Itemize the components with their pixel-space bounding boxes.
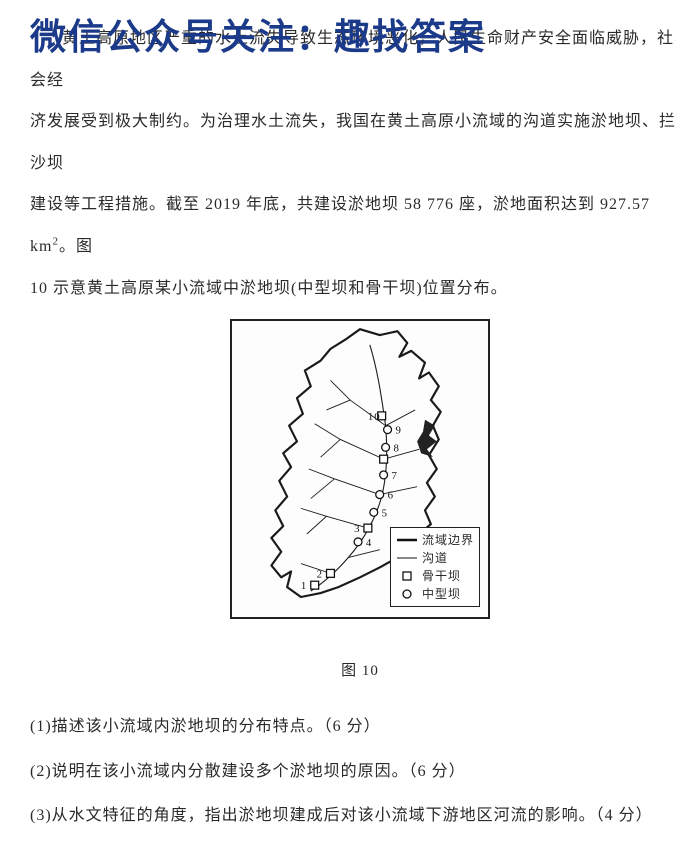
watermark-text: 微信公众号关注：趣找答案	[30, 8, 486, 60]
legend-medium: 中型坝	[396, 585, 474, 603]
legend-channel: 沟道	[396, 549, 474, 567]
legend-boundary: 流域边界	[396, 531, 474, 549]
question-3: (3)从水文特征的角度，指出淤地坝建成后对该小流域下游地区河流的影响。（4 分）	[30, 794, 690, 839]
legend-backbone-label: 骨干坝	[422, 567, 461, 585]
question-1: (1)描述该小流域内淤地坝的分布特点。（6 分）	[30, 705, 690, 750]
page-content: 黄土高原地区严重的水土流失导致生态环境恶化，人民生命财产安全面临威胁，社会经 济…	[0, 0, 700, 849]
legend: 流域边界 沟道 骨干坝 中型坝	[390, 527, 480, 607]
map-figure: 10 3 21 9 8 7 65 4 流域边界 沟道 骨干坝 中型坝	[230, 319, 490, 619]
svg-text:9: 9	[395, 425, 401, 437]
legend-boundary-label: 流域边界	[422, 531, 474, 549]
legend-channel-label: 沟道	[422, 549, 448, 567]
figure-caption: 图 10	[30, 652, 690, 691]
line3a: 建设等工程措施。截至 2019 年底，共建设淤地坝 58 776 座，淤地面积达…	[30, 196, 650, 255]
question-2: (2)说明在该小流域内分散建设多个淤地坝的原因。（6 分）	[30, 750, 690, 795]
svg-text:10: 10	[368, 411, 381, 423]
svg-text:2: 2	[317, 568, 323, 580]
line3b: 。图	[59, 238, 93, 255]
svg-text:4: 4	[366, 537, 372, 549]
svg-text:8: 8	[393, 442, 399, 454]
svg-text:6: 6	[388, 490, 394, 502]
line4: 10 示意黄土高原某小流域中淤地坝(中型坝和骨干坝)位置分布。	[30, 280, 508, 297]
legend-backbone: 骨干坝	[396, 567, 474, 585]
svg-text:7: 7	[392, 470, 398, 482]
svg-text:1: 1	[301, 580, 307, 592]
svg-text:5: 5	[382, 507, 388, 519]
figure-container: 10 3 21 9 8 7 65 4 流域边界 沟道 骨干坝 中型坝	[30, 319, 690, 691]
line2: 济发展受到极大制约。为治理水土流失，我国在黄土高原小流域的沟道实施淤地坝、拦沙坝	[30, 113, 676, 172]
svg-text:3: 3	[354, 523, 360, 535]
legend-medium-label: 中型坝	[422, 585, 461, 603]
paragraph: 黄土高原地区严重的水土流失导致生态环境恶化，人民生命财产安全面临威胁，社会经 济…	[30, 18, 690, 309]
